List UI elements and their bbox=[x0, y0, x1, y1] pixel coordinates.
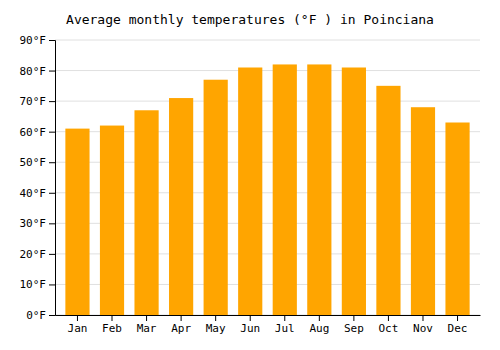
x-tick-label: Sep bbox=[344, 322, 364, 335]
x-tick-label: Jan bbox=[68, 322, 88, 335]
x-tick-mark bbox=[319, 315, 320, 321]
y-tick: 10°F bbox=[20, 278, 56, 291]
x-tick-mark bbox=[181, 315, 182, 321]
bar bbox=[204, 80, 228, 315]
x-tick-mark bbox=[353, 315, 354, 321]
x-tick-label: Aug bbox=[309, 322, 329, 335]
grid-line bbox=[55, 101, 480, 102]
x-tick-label: Apr bbox=[171, 322, 191, 335]
x-tick-mark bbox=[422, 315, 423, 321]
y-tick-mark bbox=[49, 193, 55, 194]
bar bbox=[238, 68, 262, 316]
x-tick-label: Jul bbox=[275, 322, 295, 335]
y-tick-label: 10°F bbox=[20, 278, 47, 291]
x-tick: Mar bbox=[137, 315, 157, 335]
x-tick-mark bbox=[77, 315, 78, 321]
y-tick: 80°F bbox=[20, 65, 56, 78]
x-tick-label: Mar bbox=[137, 322, 157, 335]
x-tick-label: Dec bbox=[448, 322, 468, 335]
x-tick-mark bbox=[146, 315, 147, 321]
x-tick: Feb bbox=[102, 315, 122, 335]
bar bbox=[445, 123, 469, 316]
x-tick: Nov bbox=[413, 315, 433, 335]
x-tick-label: Jun bbox=[240, 322, 260, 335]
x-tick: Oct bbox=[378, 315, 398, 335]
x-tick: May bbox=[206, 315, 226, 335]
bar bbox=[376, 86, 400, 315]
x-axis-line bbox=[56, 315, 481, 316]
chart: 0°F 10°F 20°F 30°F 40°F 50°F 60°F 70°F 80°F 90°F J… bbox=[0, 0, 500, 350]
x-tick: Jan bbox=[68, 315, 88, 335]
bar bbox=[134, 110, 158, 315]
y-tick: 50°F bbox=[20, 156, 56, 169]
x-tick-mark bbox=[388, 315, 389, 321]
x-tick-mark bbox=[457, 315, 458, 321]
bar bbox=[411, 107, 435, 315]
y-tick-mark bbox=[49, 315, 55, 316]
x-tick: Dec bbox=[448, 315, 468, 335]
y-tick-label: 30°F bbox=[20, 217, 47, 230]
y-tick-mark bbox=[49, 254, 55, 255]
x-tick-label: May bbox=[206, 322, 226, 335]
x-tick-mark bbox=[215, 315, 216, 321]
bar bbox=[307, 64, 331, 315]
y-axis: 0°F 10°F 20°F 30°F 40°F 50°F 60°F 70°F 80°F 90°F bbox=[20, 34, 56, 322]
y-tick-label: 70°F bbox=[20, 95, 47, 108]
y-tick-label: 60°F bbox=[20, 126, 47, 139]
x-tick: Sep bbox=[344, 315, 364, 335]
y-tick-mark bbox=[49, 284, 55, 285]
bar bbox=[100, 126, 124, 315]
y-tick-label: 80°F bbox=[20, 65, 47, 78]
y-tick: 40°F bbox=[20, 187, 56, 200]
y-tick: 70°F bbox=[20, 95, 56, 108]
y-tick-mark bbox=[49, 132, 55, 133]
x-tick: Jul bbox=[275, 315, 295, 335]
y-axis-line bbox=[49, 41, 56, 316]
y-tick-label: 20°F bbox=[20, 248, 47, 261]
grid-line bbox=[55, 70, 480, 71]
plot: 0°F 10°F 20°F 30°F 40°F 50°F 60°F 70°F 80°F 90°F J… bbox=[20, 34, 481, 335]
x-axis: Jan Feb Mar Apr May Jun Jul Aug Sep Oct Nov Dec bbox=[56, 315, 481, 335]
y-tick: 0°F bbox=[26, 309, 55, 322]
x-tick-label: Feb bbox=[102, 322, 122, 335]
x-tick: Aug bbox=[309, 315, 329, 335]
x-tick-label: Nov bbox=[413, 322, 433, 335]
x-tick-mark bbox=[284, 315, 285, 321]
x-tick: Jun bbox=[240, 315, 260, 335]
y-tick-mark bbox=[49, 223, 55, 224]
bar bbox=[65, 129, 89, 315]
y-tick-mark bbox=[49, 40, 55, 41]
bars bbox=[65, 64, 469, 315]
y-tick-mark bbox=[49, 101, 55, 102]
grid-line bbox=[55, 40, 480, 41]
y-tick: 20°F bbox=[20, 248, 56, 261]
x-tick-mark bbox=[250, 315, 251, 321]
grid bbox=[55, 40, 480, 315]
y-tick-label: 90°F bbox=[20, 34, 47, 47]
title: Average monthly temperatures (°F ) in Po… bbox=[66, 12, 434, 27]
y-tick: 90°F bbox=[20, 34, 56, 47]
bar bbox=[342, 68, 366, 316]
y-tick: 30°F bbox=[20, 217, 56, 230]
bar bbox=[169, 98, 193, 315]
y-tick-mark bbox=[49, 162, 55, 163]
x-tick-mark bbox=[112, 315, 113, 321]
y-tick-label: 50°F bbox=[20, 156, 47, 169]
x-tick: Apr bbox=[171, 315, 191, 335]
y-tick: 60°F bbox=[20, 126, 56, 139]
y-tick-label: 40°F bbox=[20, 187, 47, 200]
bar bbox=[273, 64, 297, 315]
y-tick-label: 0°F bbox=[26, 309, 46, 322]
y-tick-mark bbox=[49, 71, 55, 72]
x-tick-label: Oct bbox=[378, 322, 398, 335]
